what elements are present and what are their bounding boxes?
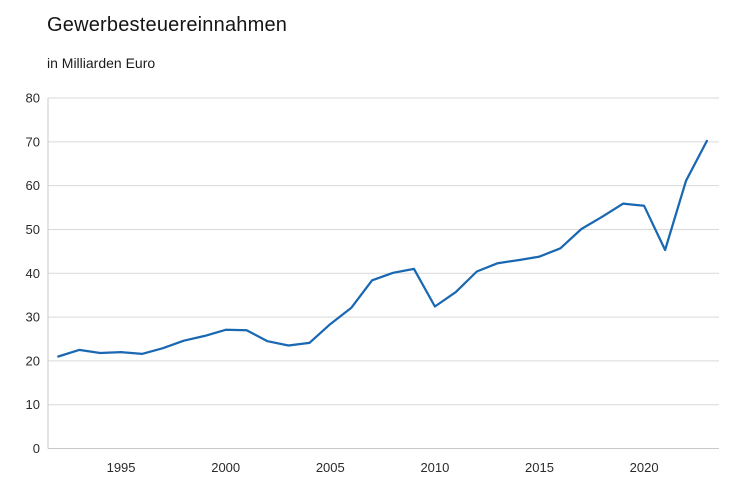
y-axis-tick-label: 0: [33, 441, 40, 456]
revenue-line: [57, 139, 709, 358]
page-subtitle: in Milliarden Euro: [47, 55, 156, 71]
page-title: Gewerbesteuereinnahmen: [47, 14, 288, 36]
y-axis-tick-label: 70: [26, 134, 40, 149]
x-axis-tick-label: 1995: [107, 460, 136, 475]
y-axis-tick-label: 40: [26, 266, 40, 281]
y-axis-tick-label: 30: [26, 310, 40, 325]
y-axis-tick-label: 20: [26, 353, 40, 368]
y-axis-tick-label: 80: [26, 91, 40, 106]
x-axis-tick-label: 2005: [316, 460, 345, 475]
y-axis-tick-label: 60: [26, 178, 40, 193]
y-axis-tick-label: 50: [26, 222, 40, 237]
x-axis-tick-label: 2000: [211, 460, 240, 475]
x-axis-tick-label: 2015: [525, 460, 554, 475]
x-axis-tick-label: 2020: [630, 460, 659, 475]
x-axis-tick-label: 2010: [420, 460, 449, 475]
y-axis-tick-label: 10: [26, 397, 40, 412]
